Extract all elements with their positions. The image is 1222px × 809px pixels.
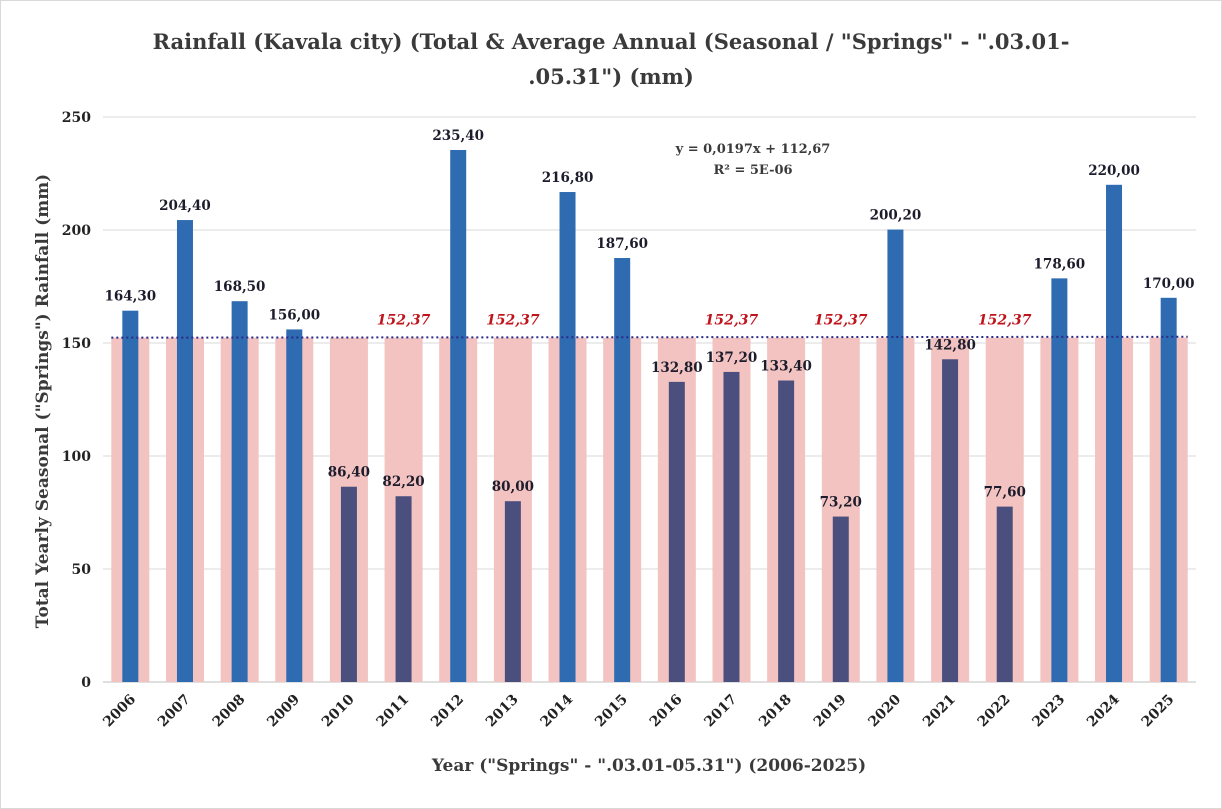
trendline-equation: y = 0,0197x + 112,67	[675, 142, 831, 157]
gridlines	[103, 116, 1196, 683]
bar-value-label: 73,20	[820, 495, 862, 511]
y-tick-label: 50	[72, 562, 92, 578]
rainfall-bar	[122, 310, 139, 682]
x-tick-label: 2010	[319, 691, 358, 730]
y-tick-label: 200	[62, 223, 91, 239]
rainfall-bar	[286, 329, 303, 682]
x-tick-label: 2022	[975, 692, 1014, 731]
y-tick-label: 100	[62, 449, 91, 465]
rainfall-bar	[723, 371, 740, 682]
bar-value-label: 133,40	[760, 359, 812, 375]
bar-value-label: 178,60	[1034, 256, 1086, 272]
bar-value-label: 156,00	[268, 307, 320, 323]
bar-value-label: 142,80	[924, 337, 976, 353]
rainfall-bar	[887, 229, 904, 682]
rainfall-bar	[832, 516, 849, 682]
x-tick-label: 2025	[1139, 692, 1178, 731]
x-tick-label: 2023	[1029, 692, 1068, 731]
bar-value-label: 164,30	[104, 289, 156, 305]
average-bars	[111, 337, 1188, 682]
y-tick-label: 0	[81, 675, 91, 691]
y-tick-label: 250	[62, 110, 91, 126]
bar-value-label: 235,40	[432, 128, 484, 144]
x-tick-label: 2009	[264, 692, 303, 731]
y-tick-label: 150	[62, 336, 91, 352]
bar-value-label: 82,20	[382, 474, 424, 490]
rainfall-bar	[942, 359, 959, 682]
rainfall-bar	[504, 501, 521, 682]
bar-value-label: 187,60	[596, 236, 648, 252]
x-tick-label: 2016	[647, 692, 686, 731]
x-tick-label: 2021	[920, 692, 959, 731]
rainfall-bar	[778, 380, 795, 682]
bar-value-label: 220,00	[1088, 163, 1140, 179]
x-tick-label: 2017	[701, 692, 740, 731]
bar-value-label: 86,40	[328, 465, 370, 481]
trendline	[111, 335, 1188, 339]
average-value-label: 152,37	[377, 313, 431, 329]
rainfall-bar	[340, 486, 357, 682]
rainfall-bar	[231, 301, 248, 682]
average-value-label: 152,37	[978, 313, 1032, 329]
bar-value-label: 204,40	[159, 198, 211, 214]
trendline-layer	[111, 335, 1188, 339]
bar-value-label: 80,00	[492, 479, 534, 495]
bar-value-label: 168,50	[214, 279, 266, 295]
x-tick-label: 2019	[811, 692, 850, 731]
x-tick-label: 2008	[210, 692, 249, 731]
x-tick-label: 2015	[592, 692, 631, 731]
x-tick-label: 2018	[756, 692, 795, 731]
rainfall-bar	[559, 192, 576, 683]
y-axis-title: Total Yearly Seasonal ("Springs") Rainfa…	[33, 174, 53, 628]
x-tick-label: 2007	[155, 692, 194, 731]
rainfall-bar	[614, 258, 631, 682]
x-tick-label: 2006	[100, 692, 139, 731]
chart-title-line-1: Rainfall (Kavala city) (Total & Average …	[153, 29, 1070, 54]
trendline-r-squared: R² = 5E-06	[713, 163, 792, 178]
rainfall-bars	[122, 149, 1177, 683]
rainfall-bar	[996, 506, 1013, 682]
average-value-label: 152,37	[705, 313, 759, 329]
rainfall-bar	[1051, 278, 1068, 682]
x-tick-label: 2024	[1084, 691, 1123, 730]
rainfall-bar	[450, 149, 467, 683]
bar-value-label: 170,00	[1143, 276, 1195, 292]
x-axis-title: Year ("Springs" - ".03.01-05.31") (2006-…	[431, 756, 866, 776]
rainfall-bar	[668, 381, 685, 682]
bar-value-label: 132,80	[651, 360, 703, 376]
x-tick-label: 2012	[428, 692, 467, 731]
x-tick-label: 2011	[374, 692, 413, 731]
average-value-label: 152,37	[814, 313, 868, 329]
x-tick-label: 2013	[483, 692, 522, 731]
bar-value-label: 200,20	[870, 208, 922, 224]
rainfall-bar	[395, 496, 412, 682]
bar-value-label: 137,20	[706, 350, 758, 366]
x-tick-label: 2014	[537, 691, 576, 730]
bar-value-label: 77,60	[984, 485, 1026, 501]
chart-title-line-2: .05.31") (mm)	[528, 64, 694, 89]
x-tick-label: 2020	[865, 691, 904, 730]
rainfall-bar	[1160, 297, 1177, 682]
rainfall-bar	[1106, 184, 1123, 683]
rainfall-bar	[176, 220, 193, 682]
bar-value-label: 216,80	[542, 170, 594, 186]
average-value-label: 152,37	[486, 313, 540, 329]
